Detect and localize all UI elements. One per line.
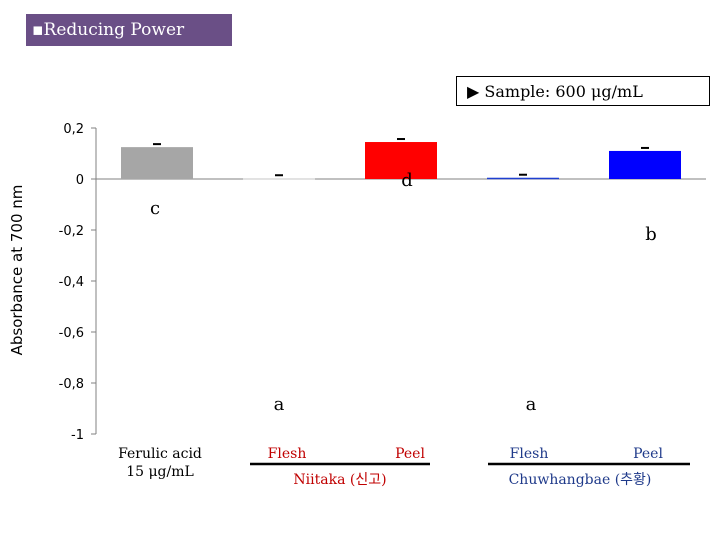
bar	[609, 150, 681, 179]
y-tick-label: -0,6	[59, 326, 84, 341]
x-label-chuwhangbae-peel: Peel	[633, 446, 663, 462]
x-label-chuwhangbae-group: Chuwhangbae (추황)	[509, 472, 652, 488]
y-tick-label: 0,2	[63, 122, 84, 137]
y-tick-label: -0,2	[59, 224, 84, 239]
bar	[121, 147, 193, 179]
bar	[365, 142, 437, 179]
y-tick-label: -0,4	[59, 275, 84, 290]
y-tick-label: -1	[71, 428, 84, 443]
y-tick-label: -0,8	[59, 377, 84, 392]
significance-letter: d	[401, 170, 413, 191]
y-tick-label: 0	[76, 173, 84, 188]
bars	[121, 138, 681, 180]
x-axis-labels: Ferulic acid 15 μg/mL Flesh Peel Niitaka (신고…	[118, 446, 690, 488]
bar	[487, 177, 559, 180]
x-label-niitaka-peel: Peel	[395, 446, 425, 462]
significance-letter: a	[274, 394, 285, 415]
x-label-ferulic-line2: 15 μg/mL	[126, 464, 194, 480]
significance-letters: c a d a b	[150, 170, 657, 415]
x-label-niitaka-flesh: Flesh	[268, 446, 307, 462]
x-label-chuwhangbae-flesh: Flesh	[510, 446, 549, 462]
significance-letter: b	[645, 224, 657, 245]
significance-letter: a	[526, 394, 537, 415]
x-label-niitaka-group: Niitaka (신고)	[293, 472, 386, 488]
slide-title: ▪Reducing Power	[26, 14, 232, 46]
x-label-ferulic-line1: Ferulic acid	[118, 446, 202, 462]
sample-note: ▶ Sample: 600 μg/mL	[456, 76, 710, 106]
bar	[243, 178, 315, 180]
significance-letter: c	[150, 198, 160, 219]
